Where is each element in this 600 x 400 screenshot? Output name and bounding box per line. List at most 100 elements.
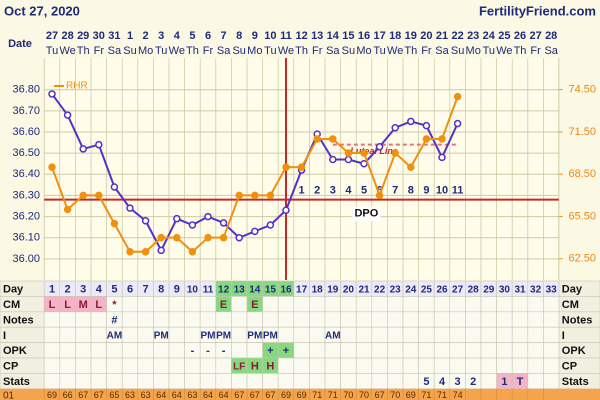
rhr-cell: 65	[109, 390, 119, 400]
weekday-label: Tu	[155, 45, 167, 57]
cell	[277, 326, 295, 343]
cell	[168, 357, 185, 374]
cell	[293, 296, 310, 313]
cell	[59, 357, 76, 374]
cell	[75, 342, 92, 359]
cell	[402, 373, 419, 390]
y2-tick-label: 71.50	[568, 126, 596, 138]
cell	[340, 326, 357, 343]
date-label: 24	[483, 30, 496, 42]
cell-text: 10	[187, 284, 199, 295]
rhr-cell: 71	[421, 390, 431, 400]
weekday-label: Th	[186, 45, 199, 57]
cell	[262, 311, 279, 328]
cell	[309, 296, 326, 313]
weekday-label: Sa	[435, 45, 449, 57]
y-tick-label: 36.50	[12, 147, 40, 159]
rhr-cell: 63	[187, 390, 197, 400]
cell	[90, 357, 107, 374]
y-tick-label: 36.10	[12, 232, 40, 244]
date-label: 4	[174, 30, 181, 42]
cell	[43, 342, 61, 359]
cell	[231, 296, 248, 313]
row-label-cell	[558, 326, 600, 343]
point	[188, 221, 197, 229]
point	[266, 191, 275, 200]
cell	[90, 342, 107, 359]
cell-text: 4	[96, 284, 103, 296]
date-label: 28	[61, 30, 73, 42]
weekday-label: Su	[232, 45, 245, 57]
point	[48, 163, 56, 171]
cell-text: +	[267, 345, 273, 357]
rhr-cell: 64	[156, 390, 166, 400]
dpo-number: 4	[345, 185, 352, 197]
cell	[402, 311, 419, 328]
weekday-label: We	[59, 45, 75, 57]
cell	[527, 373, 544, 390]
cell	[465, 311, 482, 328]
point	[282, 206, 290, 214]
cell	[137, 357, 154, 374]
cell	[231, 311, 248, 328]
cell	[465, 357, 482, 374]
point	[391, 149, 399, 157]
cell-text: 14	[249, 284, 261, 295]
cell	[480, 342, 497, 359]
cell-text: L	[64, 299, 71, 311]
cell-text: L	[95, 299, 102, 311]
cell	[371, 296, 388, 313]
weekday-label: Sa	[108, 45, 122, 57]
cell-text: 1	[49, 284, 55, 296]
rhr-cell: 69	[281, 390, 291, 400]
point	[344, 155, 353, 164]
weekday-label: Fr	[312, 45, 323, 57]
point	[407, 163, 415, 171]
cell-text: *	[112, 299, 117, 311]
cell	[433, 311, 451, 328]
cell	[355, 373, 373, 390]
point	[48, 90, 56, 98]
date-label: 30	[93, 30, 105, 42]
cell-text: LF	[233, 361, 245, 372]
cell	[106, 342, 123, 359]
cell	[465, 296, 482, 313]
cell	[90, 311, 107, 328]
cell	[387, 326, 404, 343]
cell	[527, 357, 544, 374]
cell	[59, 373, 76, 390]
dpo-number: 9	[423, 185, 429, 197]
point	[407, 117, 415, 126]
cell	[121, 311, 139, 328]
cell	[309, 326, 326, 343]
legend-label: RHR	[66, 81, 88, 92]
cell-text: 1	[501, 376, 507, 388]
cell	[371, 311, 388, 328]
cell-text: 19	[327, 284, 339, 295]
cell	[340, 357, 357, 374]
cell-text: 20	[343, 284, 355, 295]
cell-text: 5	[423, 376, 429, 388]
weekday-label: Th	[295, 45, 308, 57]
cell-text: H	[251, 361, 259, 373]
point	[329, 135, 337, 143]
weekday-label: Fr	[203, 45, 214, 57]
rhr-cell: 69	[297, 390, 307, 400]
cell	[418, 311, 435, 328]
point	[79, 191, 87, 200]
cell-text: PM	[263, 331, 278, 342]
date-label: 8	[236, 30, 242, 42]
cell-text: 4	[439, 376, 446, 388]
cell-text: T	[517, 376, 524, 388]
cell	[184, 373, 201, 390]
cell	[137, 326, 154, 343]
weekday-label: Mo	[138, 45, 153, 57]
cell-text: -	[206, 345, 210, 357]
cell	[496, 357, 513, 374]
cell	[246, 373, 263, 390]
cell	[121, 326, 139, 343]
cell	[106, 357, 123, 374]
date-label: 1	[127, 30, 133, 42]
cell	[387, 342, 404, 359]
date-label: 19	[405, 30, 417, 42]
